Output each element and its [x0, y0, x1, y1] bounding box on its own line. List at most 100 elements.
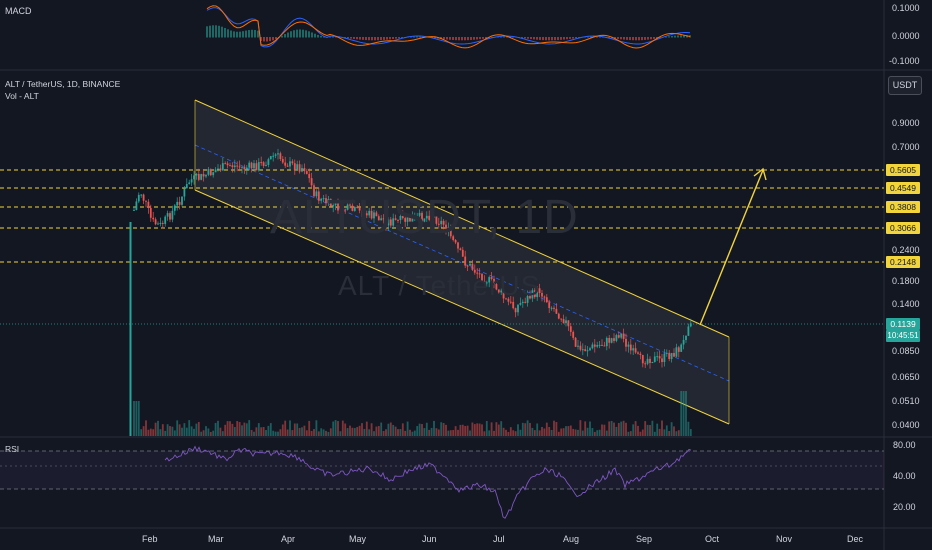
volume-bar [610, 420, 613, 436]
macd-histogram-bar [677, 35, 679, 38]
macd-histogram-bar [683, 35, 685, 38]
volume-bar [423, 428, 426, 436]
rsi-axis-label: 20.00 [893, 502, 916, 512]
candle-body [358, 207, 361, 211]
macd-histogram-bar [617, 37, 619, 39]
macd-label[interactable]: MACD [5, 6, 32, 16]
candle-body [447, 227, 450, 231]
volume-bar [668, 430, 671, 436]
candle-body [603, 345, 606, 347]
macd-histogram-bar [386, 37, 388, 40]
volume-bar [473, 424, 476, 436]
candle-body [322, 198, 325, 200]
candle-body [308, 173, 311, 179]
volume-bar [181, 427, 183, 436]
volume-bar [665, 425, 668, 436]
candle-body [257, 162, 260, 171]
volume-bar [555, 422, 558, 436]
candle-body [178, 201, 181, 205]
price-axis-label: 0.0510 [892, 396, 920, 406]
macd-histogram-bar [320, 35, 322, 38]
candle-body [584, 349, 587, 352]
candle-body [529, 296, 531, 299]
listing-candle [129, 222, 132, 436]
volume-bar [505, 429, 507, 436]
candle-body [675, 347, 678, 357]
candlesticks[interactable] [129, 148, 692, 436]
channel-lower-line[interactable] [194, 189, 730, 425]
candle-body [169, 213, 171, 220]
candle-body [627, 344, 630, 347]
volume-label[interactable]: Vol - ALT [5, 91, 39, 101]
volume-bar [682, 391, 685, 436]
volume-bar [370, 423, 373, 436]
candle-body [176, 201, 179, 206]
candle-body [197, 173, 200, 180]
macd-histogram-bar [443, 37, 445, 40]
macd-histogram-bar [536, 37, 538, 40]
symbol-title[interactable]: ALT / TetherUS, 1D, BINANCE [5, 79, 121, 89]
volume-bar [447, 430, 450, 436]
candle-body [195, 173, 198, 176]
price-axis-label: 0.1800 [892, 276, 920, 286]
volume-bar [301, 427, 303, 436]
candle-body [145, 200, 147, 202]
volume-bar [183, 423, 186, 436]
volume-bar [269, 423, 272, 436]
price-axis-label: 0.0850 [892, 346, 920, 356]
volume-bar [500, 421, 503, 436]
candle-body [526, 296, 529, 303]
volume-bar [353, 428, 356, 436]
volume-bar [452, 430, 455, 436]
volume-bar [253, 431, 255, 436]
volume-bar [382, 430, 385, 436]
volume-bar [548, 426, 551, 436]
volume-bar [385, 429, 387, 436]
channel-mid-line[interactable] [194, 144, 730, 382]
candle-body [209, 169, 212, 176]
candle-body [505, 298, 507, 300]
level-tag: 0.3808 [886, 201, 920, 213]
channel-upper-line[interactable] [194, 99, 730, 338]
macd-histogram-bar [590, 36, 592, 38]
volume-bar [586, 427, 589, 436]
projection-arrow[interactable] [699, 169, 764, 326]
macd-histogram-bar [479, 37, 481, 40]
time-axis-label: Dec [847, 534, 864, 544]
macd-histogram-bar [308, 31, 310, 38]
price-axis-label: 0.9000 [892, 118, 920, 128]
volume-bar [293, 423, 296, 436]
candle-body [377, 216, 380, 221]
volume-bar [641, 429, 644, 436]
volume-bar [596, 430, 599, 436]
candle-body [658, 356, 661, 359]
macd-histogram-bar [482, 37, 484, 39]
candle-body [404, 218, 407, 222]
watermark-ticker: ALTUSDT, 1D [270, 191, 579, 244]
candle-body [349, 204, 351, 206]
macd-histogram-bar [233, 31, 235, 38]
candle-body [159, 222, 162, 224]
level-tag: 0.2148 [886, 256, 920, 268]
price-axis-label: 0.0400 [892, 420, 920, 430]
volume-bar [363, 428, 366, 436]
currency-button[interactable]: USDT [888, 76, 922, 95]
candle-body [265, 164, 267, 166]
candle-body [217, 168, 219, 170]
volume-bar [481, 424, 483, 436]
volume-bar [488, 430, 491, 436]
macd-histogram-bar [260, 37, 262, 41]
macd-histogram-bar [221, 26, 223, 38]
candle-body [337, 203, 339, 211]
volume-bar [157, 420, 159, 436]
candle-body [497, 289, 500, 293]
time-axis-label: Sep [636, 534, 653, 544]
candle-body [562, 319, 565, 324]
volume-bar [433, 420, 435, 436]
volume-bar [286, 429, 289, 436]
candle-body [425, 215, 428, 219]
rsi-label[interactable]: RSI [5, 444, 20, 454]
volume-bar [545, 422, 548, 436]
candle-body [375, 212, 378, 217]
